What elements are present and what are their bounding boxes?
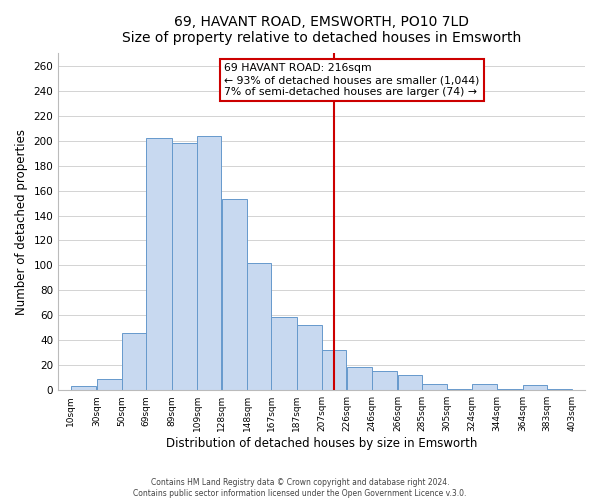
Bar — [523, 385, 547, 390]
Bar — [497, 389, 523, 390]
Bar — [146, 138, 172, 390]
Bar — [448, 389, 471, 390]
Bar — [398, 375, 422, 390]
X-axis label: Distribution of detached houses by size in Emsworth: Distribution of detached houses by size … — [166, 437, 477, 450]
Bar — [372, 372, 397, 390]
Bar — [422, 384, 447, 390]
Bar — [97, 379, 122, 390]
Bar — [172, 143, 197, 390]
Bar — [547, 389, 572, 390]
Bar — [221, 200, 247, 390]
Bar — [71, 386, 96, 390]
Bar — [247, 263, 271, 390]
Text: Contains HM Land Registry data © Crown copyright and database right 2024.
Contai: Contains HM Land Registry data © Crown c… — [133, 478, 467, 498]
Bar — [122, 333, 146, 390]
Bar — [322, 350, 346, 390]
Bar — [347, 366, 372, 390]
Title: 69, HAVANT ROAD, EMSWORTH, PO10 7LD
Size of property relative to detached houses: 69, HAVANT ROAD, EMSWORTH, PO10 7LD Size… — [122, 15, 521, 45]
Text: 69 HAVANT ROAD: 216sqm
← 93% of detached houses are smaller (1,044)
7% of semi-d: 69 HAVANT ROAD: 216sqm ← 93% of detached… — [224, 64, 479, 96]
Y-axis label: Number of detached properties: Number of detached properties — [15, 129, 28, 315]
Bar — [271, 316, 296, 390]
Bar — [472, 384, 497, 390]
Bar — [297, 326, 322, 390]
Bar — [197, 136, 221, 390]
